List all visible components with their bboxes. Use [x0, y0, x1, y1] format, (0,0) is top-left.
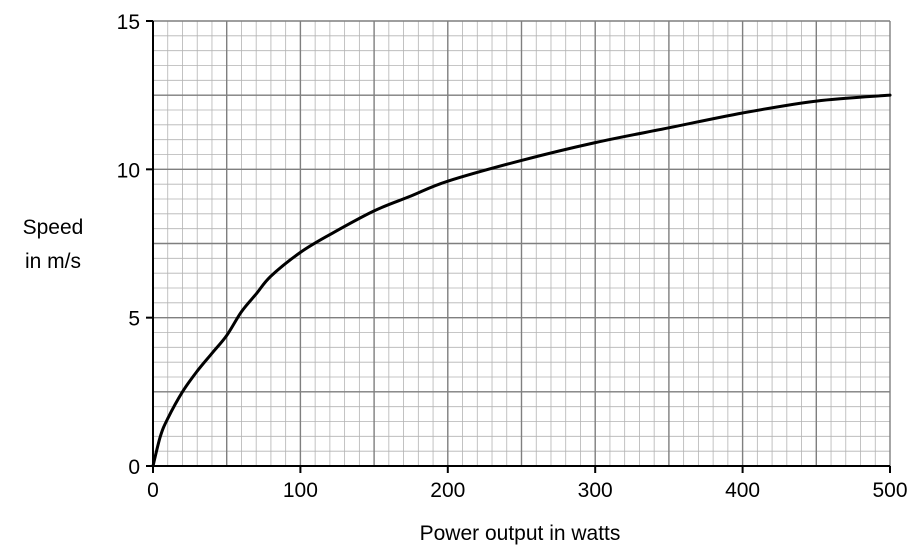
x-axis-title: Power output in watts: [420, 522, 621, 545]
series-layer: [151, 93, 892, 468]
x-tick-label: 200: [430, 479, 465, 502]
x-tick-label: 300: [578, 479, 613, 502]
x-tick-label: 0: [147, 479, 159, 502]
y-axis-title-line-2: in m/s: [25, 250, 81, 273]
series-line: [151, 93, 892, 468]
major-gridlines: [153, 20, 891, 466]
y-tick-label: 0: [128, 456, 140, 479]
y-axis-title-line-1: Speed: [23, 216, 84, 239]
x-tick-labels: 0 100 200 300 400 500: [147, 479, 907, 502]
x-tick-label: 500: [872, 479, 907, 502]
axes: [146, 20, 891, 473]
y-tick-label: 10: [117, 159, 140, 182]
x-tick-label: 100: [283, 479, 318, 502]
x-tick-label: 400: [725, 479, 760, 502]
y-tick-label: 15: [117, 11, 140, 34]
y-tick-label: 5: [128, 308, 140, 331]
y-tick-labels: 0 5 10 15: [117, 11, 140, 479]
